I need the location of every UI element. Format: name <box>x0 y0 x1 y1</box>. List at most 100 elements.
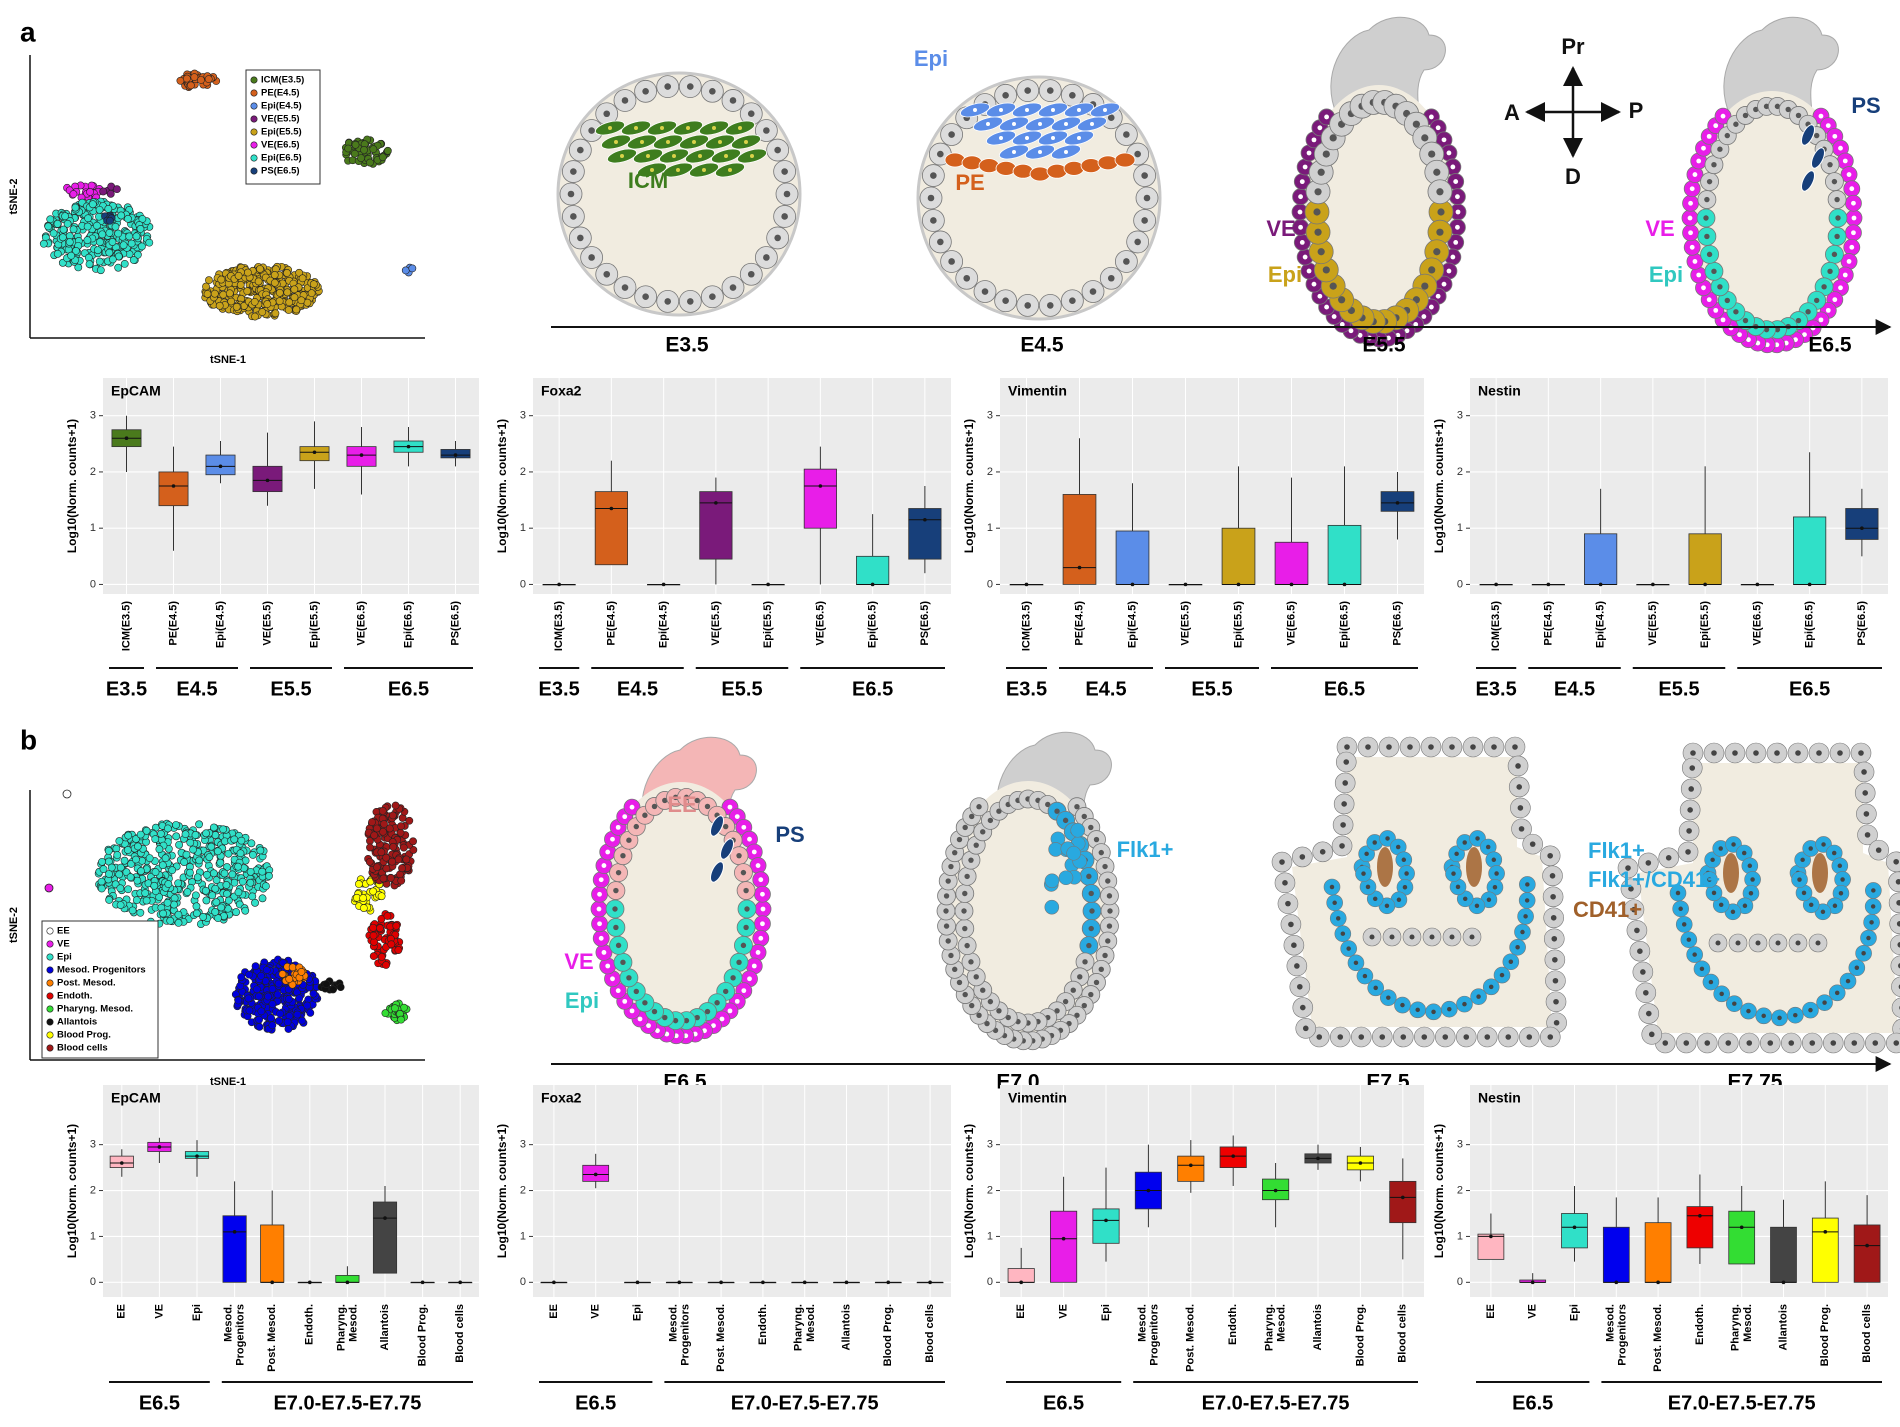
cell-dot <box>268 985 277 993</box>
axis-title: tSNE-1 <box>210 354 246 366</box>
nucleus <box>981 288 989 295</box>
nucleus <box>1102 952 1108 959</box>
cell-dot <box>258 894 267 903</box>
nucleus <box>1893 1040 1900 1046</box>
cell-dot <box>223 889 231 898</box>
nucleus <box>1285 900 1291 907</box>
cell-dot <box>115 837 124 845</box>
nucleus <box>603 270 611 278</box>
cell-dot <box>262 966 271 974</box>
cell-dot <box>98 857 106 866</box>
cell-dot <box>250 297 259 306</box>
nucleus <box>614 140 618 144</box>
cell-dot <box>244 994 253 1003</box>
legend-swatch <box>46 966 54 974</box>
nucleus <box>596 906 602 912</box>
legend-swatch <box>46 992 54 1000</box>
cell-dot <box>268 1021 277 1030</box>
nucleus <box>1831 251 1838 258</box>
diagram-label: P <box>1629 98 1644 123</box>
cell-dot <box>236 281 245 289</box>
nucleus <box>973 974 979 980</box>
nucleus <box>987 998 994 1005</box>
cell-dot <box>137 242 146 251</box>
y-tick-label: 3 <box>520 410 526 422</box>
nucleus <box>962 890 968 897</box>
nucleus <box>1302 1025 1309 1032</box>
y-tick-label: 0 <box>90 578 96 590</box>
nucleus <box>1808 1007 1813 1013</box>
cell-dot <box>232 302 241 311</box>
axis-title: Log10(Norm. counts+1) <box>1432 1124 1446 1258</box>
box <box>1561 1213 1588 1249</box>
nucleus <box>651 1008 658 1015</box>
nucleus <box>1090 122 1094 126</box>
nucleus <box>1105 878 1111 884</box>
cell-dot <box>212 898 221 907</box>
cell-dot <box>366 158 374 167</box>
diagram-label: PS <box>1851 93 1880 118</box>
cell-dot <box>297 296 306 305</box>
legend-swatch <box>250 76 258 84</box>
nucleus <box>637 1016 643 1022</box>
legend-label: Epi(E4.5) <box>261 101 302 112</box>
diagram-label: VE <box>564 949 593 974</box>
nucleus <box>1453 239 1459 245</box>
legend-label: Blood Prog. <box>57 1030 111 1041</box>
nucleus <box>1385 836 1390 841</box>
cell-dot <box>211 884 220 893</box>
cell-dot <box>378 807 387 815</box>
axis-title: tSNE-1 <box>210 1076 246 1088</box>
nucleus <box>1141 217 1148 224</box>
nucleus <box>640 140 644 144</box>
nucleus <box>1331 314 1337 319</box>
legend-label: Endoth. <box>57 991 92 1002</box>
y-tick-label: 3 <box>90 410 96 422</box>
axis-title: Log10(Norm. counts+1) <box>65 419 79 553</box>
nucleus <box>1386 995 1391 1000</box>
nucleus <box>1662 1040 1669 1046</box>
nucleus <box>930 217 937 224</box>
cell-dot <box>85 260 94 269</box>
nucleus <box>1450 164 1456 170</box>
nucleus <box>750 154 754 158</box>
nucleus <box>605 849 611 855</box>
nucleus <box>1863 811 1870 817</box>
cell-dot <box>405 816 414 825</box>
nucleus <box>672 1017 679 1024</box>
nucleus <box>615 869 622 876</box>
cell-dot <box>145 238 154 247</box>
nucleus <box>1335 916 1341 921</box>
cell-dot <box>355 880 363 888</box>
nucleus <box>1454 851 1459 857</box>
nucleus <box>1369 934 1375 940</box>
x-tick-label: Allantois <box>379 1304 391 1350</box>
x-tick-label: PS(E6.5) <box>1856 601 1868 646</box>
legend-label: EE <box>57 926 70 937</box>
nucleus <box>1763 326 1770 333</box>
cell-dot <box>254 277 263 286</box>
cell-dot <box>365 857 374 866</box>
legend-swatch <box>46 1018 54 1026</box>
stage-label: E6.5 <box>1043 1392 1084 1414</box>
y-tick-label: 1 <box>520 522 526 534</box>
box <box>1584 533 1618 585</box>
nucleus <box>1441 137 1447 143</box>
nucleus <box>570 213 577 220</box>
cell-dot <box>243 287 252 296</box>
cell-dot <box>285 298 294 307</box>
cell-dot <box>382 864 391 873</box>
x-tick-label: VE(E5.5) <box>261 601 273 646</box>
axis-title: Log10(Norm. counts+1) <box>495 419 509 553</box>
nucleus <box>610 976 615 982</box>
x-tick-label: Epi <box>191 1304 203 1321</box>
cell-dot <box>195 856 204 865</box>
nucleus <box>1319 849 1326 855</box>
nucleus <box>1552 956 1558 963</box>
nucleus <box>1720 113 1726 119</box>
cell-dot <box>251 312 259 321</box>
cell-dot <box>265 872 273 880</box>
nucleus <box>1372 896 1378 902</box>
median-dot <box>1546 582 1551 587</box>
stage-label: E4.5 <box>1085 678 1126 700</box>
